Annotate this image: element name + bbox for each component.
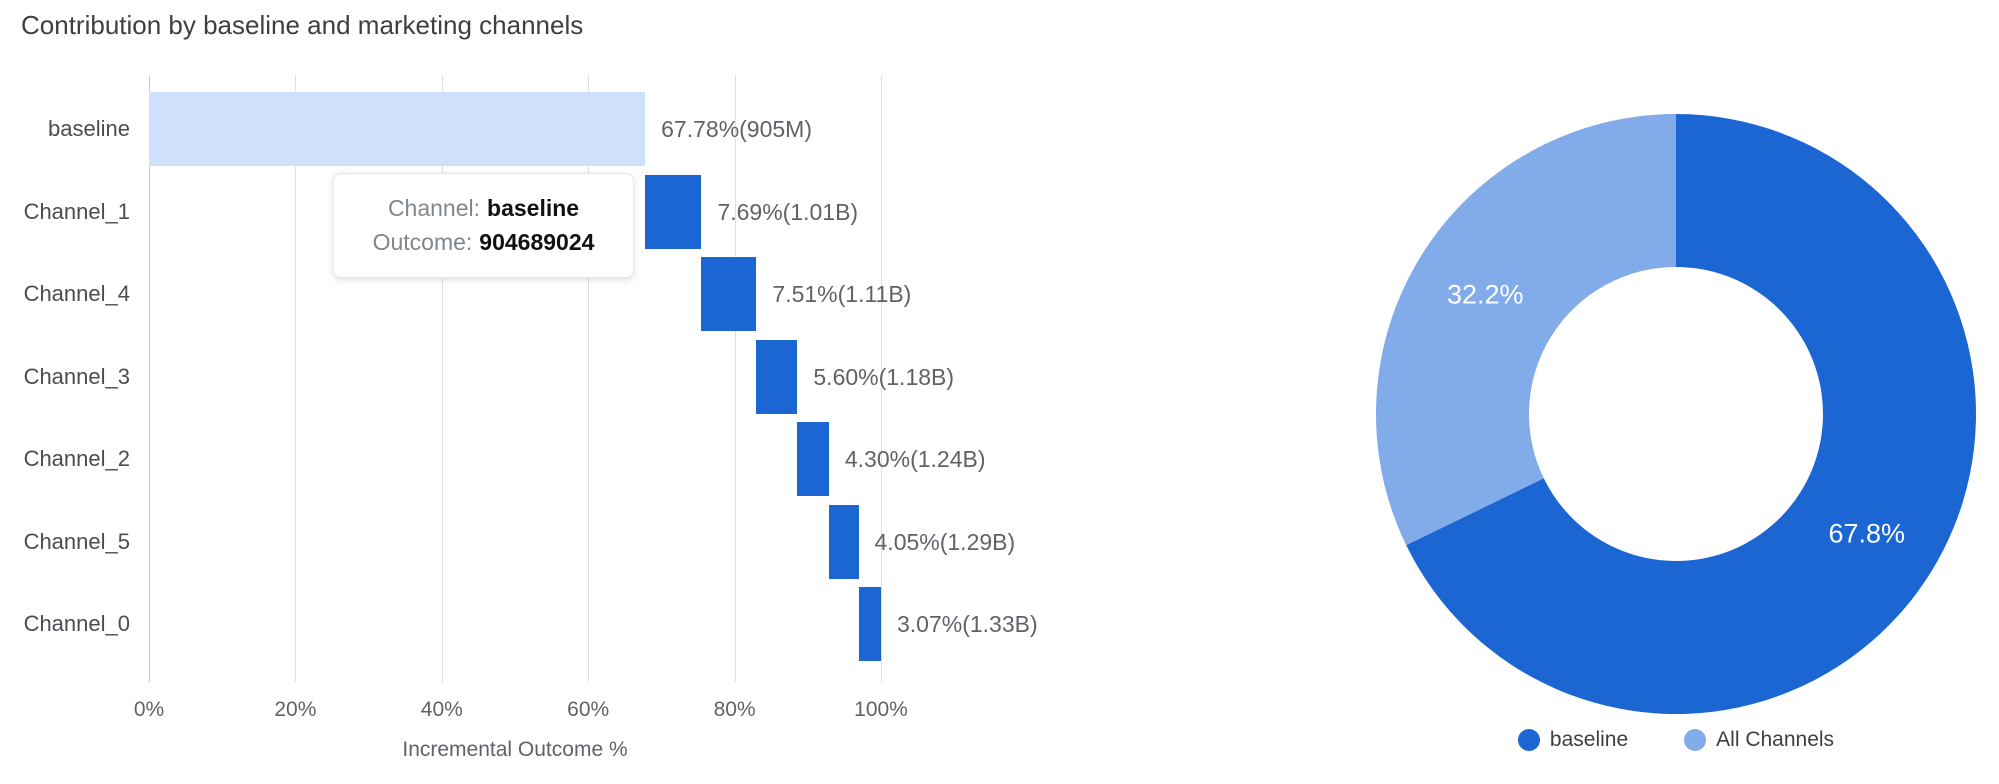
x-tick-20%: 20% — [274, 698, 317, 721]
bar-Channel_0[interactable] — [858, 587, 881, 661]
tooltip-outcome-line: Outcome: 904689024 — [373, 229, 595, 256]
x-tick-80%: 80% — [713, 698, 756, 721]
legend-item-all-channels[interactable]: All Channels — [1684, 728, 1834, 752]
tooltip-outcome-label: Outcome: — [372, 229, 473, 255]
bar-value-label-Channel_5: 4.05%(1.29B) — [874, 528, 1016, 555]
gridline-100% — [881, 75, 882, 682]
tooltip-channel-label: Channel: — [387, 195, 481, 221]
bar-value-label-Channel_2: 4.30%(1.24B) — [844, 446, 986, 472]
y-label-Channel_2: Channel_2 — [23, 446, 130, 471]
bar-value-label-Channel_3: 5.60%(1.18B) — [813, 363, 955, 390]
bar-Channel_4[interactable] — [701, 257, 757, 331]
tooltip-outcome-value: 904689024 — [479, 229, 595, 255]
donut-slice-all-channels[interactable] — [1376, 114, 1676, 546]
gridline-60% — [588, 75, 590, 682]
bar-value-label-Channel_1: 7.69%(1.01B) — [717, 198, 859, 225]
gridline-80% — [734, 75, 736, 682]
y-label-baseline: baseline — [48, 116, 130, 141]
bar-value-label-Channel_4: 7.51%(1.11B) — [772, 281, 912, 307]
tooltip-channel-value: baseline — [487, 195, 580, 221]
bar-Channel_3[interactable] — [756, 339, 798, 414]
legend-dot-icon — [1684, 729, 1707, 751]
bar-value-label-baseline: 67.78%(905M) — [661, 116, 812, 142]
chart-title: Contribution by baseline and marketing c… — [21, 10, 584, 40]
tooltip-channel-line: Channel: baseline — [388, 195, 579, 222]
gridline-20% — [295, 75, 297, 682]
x-tick-60%: 60% — [567, 698, 610, 721]
bar-value-label-Channel_0: 3.07%(1.33B) — [897, 611, 1038, 637]
donut-slice-baseline[interactable] — [1406, 114, 1976, 715]
legend-label: baseline — [1549, 728, 1629, 751]
gridline-0% — [149, 75, 150, 682]
bar-Channel_5[interactable] — [828, 504, 859, 579]
x-axis-title: Incremental Outcome % — [402, 738, 628, 761]
chart-tooltip: Channel: baseline Outcome: 904689024 — [333, 173, 634, 278]
legend-dot-icon — [1517, 729, 1540, 751]
donut-chart: 67.8% 32.2% — [1376, 114, 1976, 715]
donut-legend: baseline All Channels — [1373, 728, 1979, 752]
y-label-Channel_4: Channel_4 — [23, 281, 130, 306]
x-tick-40%: 40% — [420, 698, 463, 721]
donut-slice-label-baseline: 67.8% — [1828, 518, 1905, 548]
y-label-Channel_0: Channel_0 — [23, 611, 130, 636]
donut-slice-label-all-channels: 32.2% — [1447, 280, 1524, 310]
legend-label: All Channels — [1716, 728, 1835, 751]
y-label-Channel_1: Channel_1 — [23, 198, 130, 224]
y-label-Channel_3: Channel_3 — [23, 363, 130, 389]
bar-Channel_1[interactable] — [645, 174, 702, 249]
legend-item-baseline[interactable]: baseline — [1517, 728, 1629, 752]
x-tick-0%: 0% — [133, 698, 165, 721]
y-label-Channel_5: Channel_5 — [23, 528, 130, 554]
bar-Channel_2[interactable] — [797, 422, 829, 496]
gridline-40% — [441, 75, 443, 682]
bar-baseline[interactable] — [149, 92, 646, 166]
x-tick-100%: 100% — [854, 698, 908, 721]
